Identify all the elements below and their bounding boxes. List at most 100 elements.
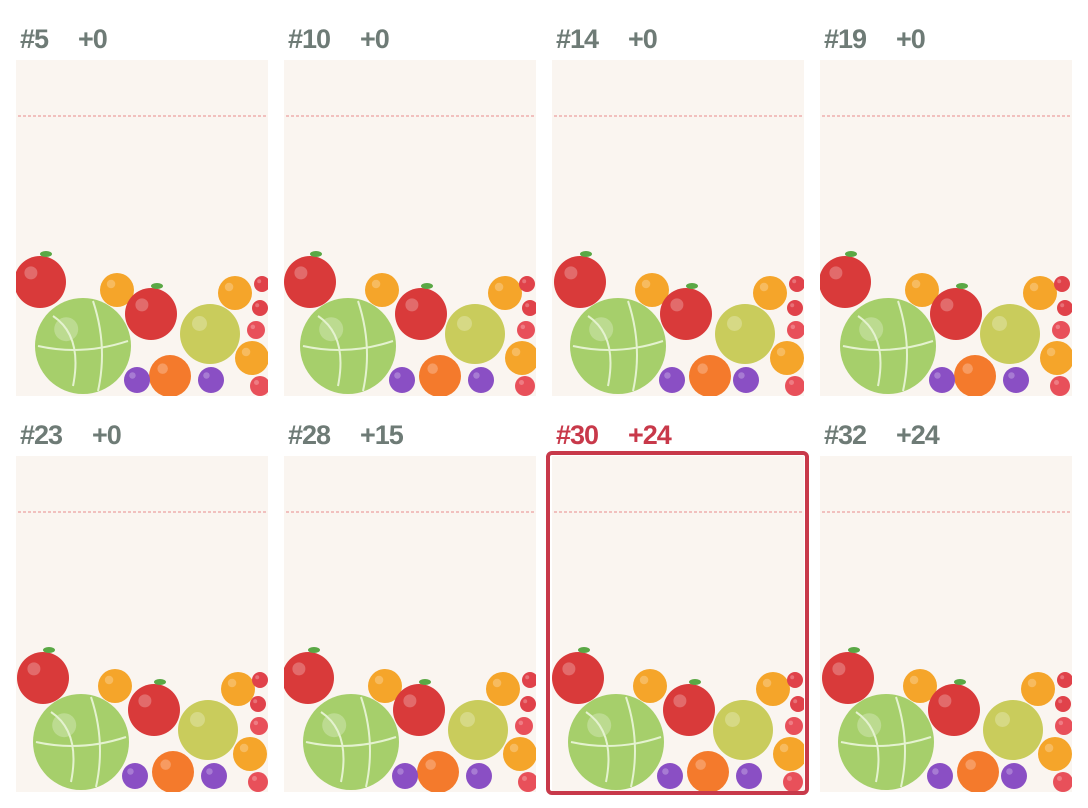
orange-shine xyxy=(641,279,651,289)
cherry xyxy=(254,276,268,292)
pear-shine xyxy=(725,712,740,727)
cherry-shine xyxy=(793,699,798,704)
apple xyxy=(393,684,445,736)
cherry-shine xyxy=(255,303,260,308)
score-label: +0 xyxy=(896,24,925,54)
pear-shine xyxy=(190,712,205,727)
pear-shine xyxy=(457,316,472,331)
pear xyxy=(715,304,775,364)
strawberry xyxy=(250,376,268,396)
grape-shine xyxy=(471,768,478,775)
orange xyxy=(689,355,731,396)
game-card[interactable]: #30 +24 xyxy=(546,420,809,795)
cherry-shine xyxy=(253,699,258,704)
strawberry-shine xyxy=(1054,380,1059,385)
game-card[interactable]: #32 +24 xyxy=(820,420,1073,793)
grape-shine xyxy=(203,372,210,379)
strawberry xyxy=(1055,717,1072,735)
pear-shine xyxy=(192,316,207,331)
score-label: +0 xyxy=(360,24,389,54)
rank-label: #14 xyxy=(556,24,599,54)
game-card[interactable]: #19 +0 xyxy=(819,24,1074,397)
grape-shine xyxy=(397,768,404,775)
pear xyxy=(713,700,773,760)
strawberry xyxy=(248,772,268,792)
apple xyxy=(284,256,336,308)
cherry-shine xyxy=(525,675,530,680)
melon xyxy=(840,298,936,394)
apple xyxy=(125,288,177,340)
leaf xyxy=(151,283,163,289)
melon xyxy=(33,694,129,790)
apple xyxy=(554,256,606,308)
strawberry xyxy=(785,376,804,396)
cherry-shine xyxy=(255,675,260,680)
grape-shine xyxy=(127,768,134,775)
apple xyxy=(395,288,447,340)
selected-outline xyxy=(546,451,809,795)
orange xyxy=(503,737,536,771)
orange xyxy=(633,669,667,703)
rank-label: #5 xyxy=(20,24,49,54)
game-card[interactable]: #14 +0 xyxy=(552,24,805,397)
leaf xyxy=(421,283,433,289)
cherry xyxy=(252,300,268,316)
apple-shine xyxy=(564,266,578,280)
apple-shine xyxy=(24,266,38,280)
orange-shine xyxy=(427,363,438,374)
game-card[interactable]: #23 +0 xyxy=(16,420,268,793)
orange-shine xyxy=(1046,347,1056,357)
grape-shine xyxy=(741,768,748,775)
strawberry xyxy=(515,717,533,735)
apple xyxy=(660,288,712,340)
melon-stripes xyxy=(35,696,127,788)
orange xyxy=(1023,276,1057,310)
orange-shine xyxy=(762,678,772,688)
rank-label: #19 xyxy=(824,24,867,54)
orange xyxy=(218,276,252,310)
orange-shine xyxy=(511,347,521,357)
apple-shine xyxy=(292,662,306,676)
apple xyxy=(663,684,715,736)
game-card[interactable]: #5 +0 xyxy=(14,24,270,397)
orange-shine xyxy=(374,675,384,685)
cherry xyxy=(252,672,268,688)
pear xyxy=(448,700,508,760)
grape xyxy=(929,367,955,393)
grape-shine xyxy=(662,768,669,775)
grape-shine xyxy=(738,372,745,379)
pear xyxy=(178,700,238,760)
cherry xyxy=(787,672,803,688)
game-card[interactable]: #10 +0 xyxy=(284,24,539,397)
apple-shine xyxy=(938,694,952,708)
orange xyxy=(903,669,937,703)
score-label: +0 xyxy=(78,24,107,54)
strawberry xyxy=(250,717,268,735)
pear-shine xyxy=(460,712,475,727)
apple-shine xyxy=(670,298,684,312)
orange xyxy=(419,355,461,396)
orange-shine xyxy=(776,347,786,357)
melon-stripes xyxy=(305,696,397,788)
score-label: +0 xyxy=(628,24,657,54)
grape-shine xyxy=(934,372,941,379)
leaf xyxy=(154,679,166,685)
orange xyxy=(235,341,268,375)
grape xyxy=(389,367,415,393)
grape xyxy=(733,367,759,393)
apple xyxy=(822,652,874,704)
apple xyxy=(17,652,69,704)
leaf xyxy=(956,283,968,289)
grape xyxy=(122,763,148,789)
pear xyxy=(180,304,240,364)
orange-shine xyxy=(962,363,973,374)
orange xyxy=(365,273,399,307)
cherry xyxy=(520,696,536,712)
leaf xyxy=(848,647,860,653)
cherry-shine xyxy=(1060,675,1065,680)
orange xyxy=(687,751,729,792)
game-card[interactable]: #28 +15 xyxy=(282,420,538,793)
orange-shine xyxy=(965,759,976,770)
orange-shine xyxy=(492,678,502,688)
score-label: +24 xyxy=(896,420,940,450)
